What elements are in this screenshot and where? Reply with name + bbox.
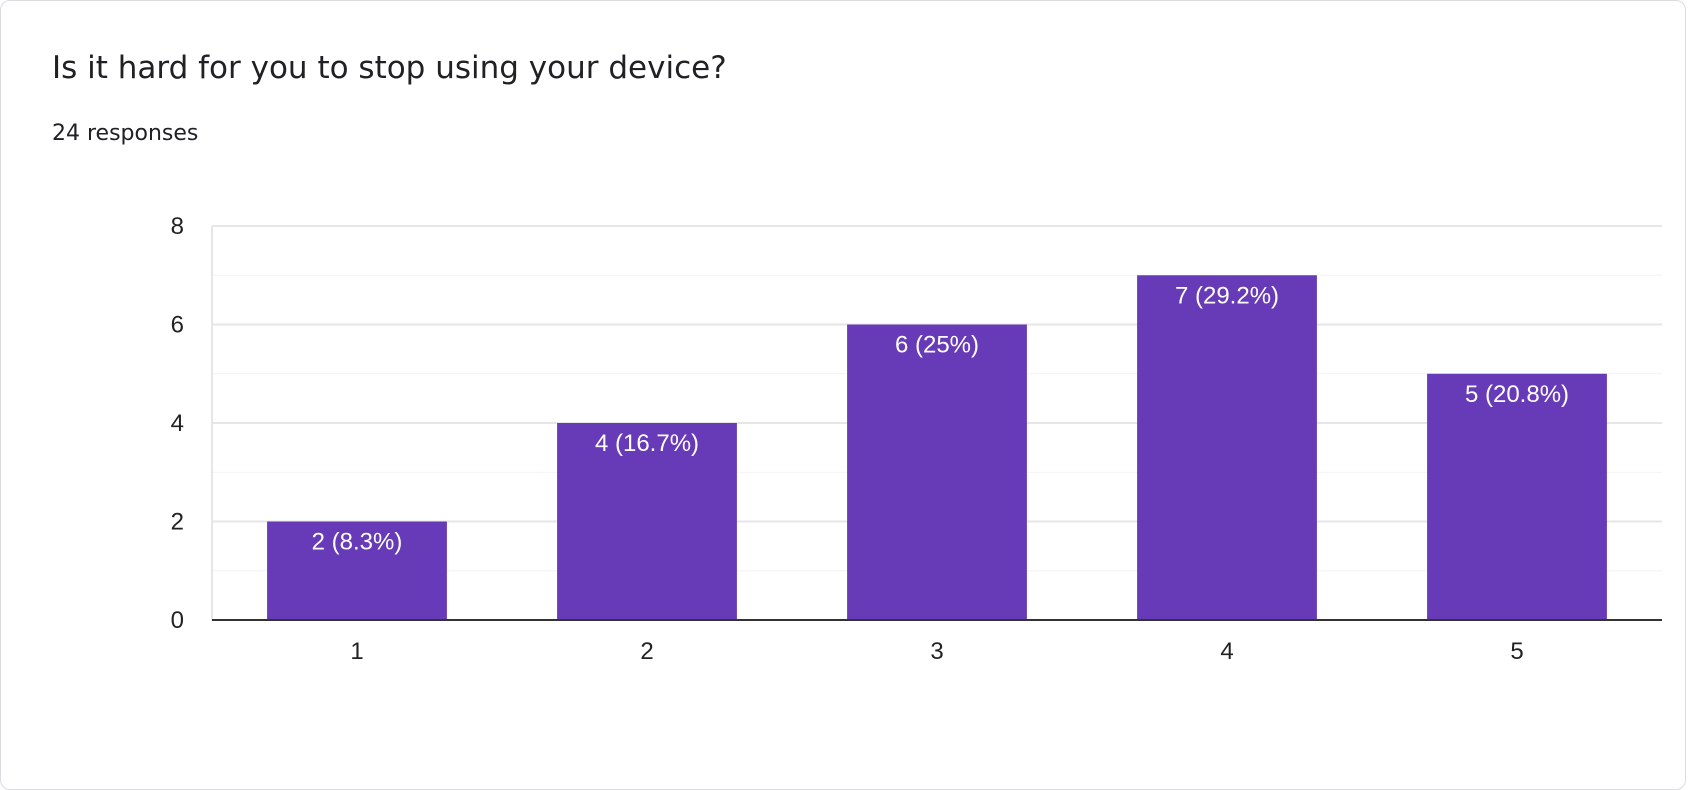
bar-data-label: 4 (16.7%) [595, 430, 699, 457]
bar-data-label: 7 (29.2%) [1175, 282, 1279, 309]
y-tick-label: 8 [171, 213, 184, 240]
response-count: 24 responses [52, 121, 199, 146]
y-tick-label: 6 [171, 312, 184, 339]
bar-4[interactable] [1137, 275, 1317, 620]
y-tick-label: 4 [171, 410, 184, 437]
bar-5[interactable] [1427, 373, 1607, 620]
bar-data-label: 6 (25%) [895, 332, 979, 359]
x-tick-label: 1 [350, 638, 363, 665]
x-tick-label: 2 [640, 638, 653, 665]
bar-data-label: 2 (8.3%) [312, 529, 403, 556]
x-tick-label: 5 [1510, 638, 1523, 665]
question-title: Is it hard for you to stop using your de… [52, 50, 727, 86]
y-tick-label: 0 [171, 607, 184, 634]
x-tick-label: 3 [930, 638, 943, 665]
bar-2[interactable] [557, 423, 737, 620]
bar-3[interactable] [847, 324, 1027, 621]
bar-data-label: 5 (20.8%) [1465, 381, 1569, 408]
bar-1[interactable] [267, 521, 447, 621]
x-tick-label: 4 [1220, 638, 1233, 665]
y-tick-label: 2 [171, 509, 184, 536]
